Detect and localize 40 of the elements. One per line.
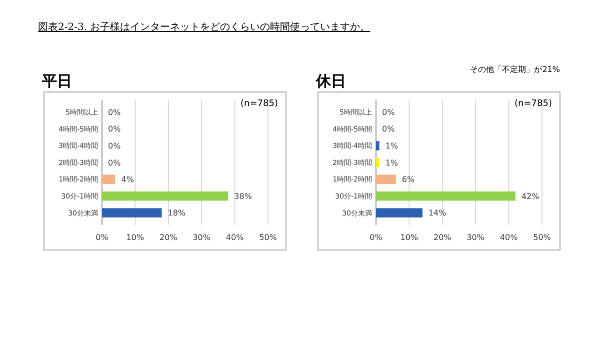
data-label: 1% — [385, 158, 398, 168]
bar — [102, 208, 162, 218]
x-tick-label: 10% — [400, 233, 418, 242]
chart-title: 平日 — [41, 72, 72, 90]
bar — [376, 141, 380, 150]
x-tick-label: 30% — [466, 233, 485, 242]
data-label: 4% — [121, 175, 134, 184]
x-tick-label: 20% — [434, 233, 452, 242]
text: 図表2-2-3. お子様はインターネットをどのくらいの時間使っていますか。 — [38, 21, 370, 33]
data-label: 0% — [382, 124, 396, 134]
bar — [376, 208, 422, 218]
data-label: 0% — [108, 108, 122, 117]
x-tick-label: 30% — [192, 233, 211, 242]
bar — [376, 174, 396, 184]
data-label: 0% — [108, 124, 122, 134]
x-tick-label: 40% — [226, 233, 244, 242]
x-tick-label: 0% — [96, 233, 109, 242]
data-label: 0% — [108, 158, 122, 168]
data-label: 18% — [168, 208, 186, 218]
x-tick-label: 50% — [533, 233, 552, 242]
data-label: 38% — [234, 192, 252, 201]
data-label: 14% — [428, 208, 447, 218]
bar — [102, 174, 116, 184]
text: その他「不定期」が21% — [470, 65, 560, 74]
bar — [102, 191, 228, 201]
data-label: 0% — [382, 108, 396, 117]
bar — [376, 191, 516, 201]
chart-title: 休日 — [315, 72, 346, 90]
bar — [376, 158, 380, 168]
data-label: 0% — [108, 142, 122, 151]
x-tick-label: 20% — [160, 233, 178, 242]
x-tick-label: 40% — [500, 233, 518, 242]
data-label: 42% — [521, 192, 540, 201]
annotation: (n=785) — [514, 99, 552, 109]
x-tick-label: 0% — [370, 233, 383, 242]
annotation: (n=785) — [240, 99, 278, 109]
x-tick-label: 50% — [259, 233, 278, 242]
data-label: 1% — [385, 142, 398, 151]
data-label: 6% — [402, 175, 416, 184]
x-tick-label: 10% — [126, 233, 144, 242]
